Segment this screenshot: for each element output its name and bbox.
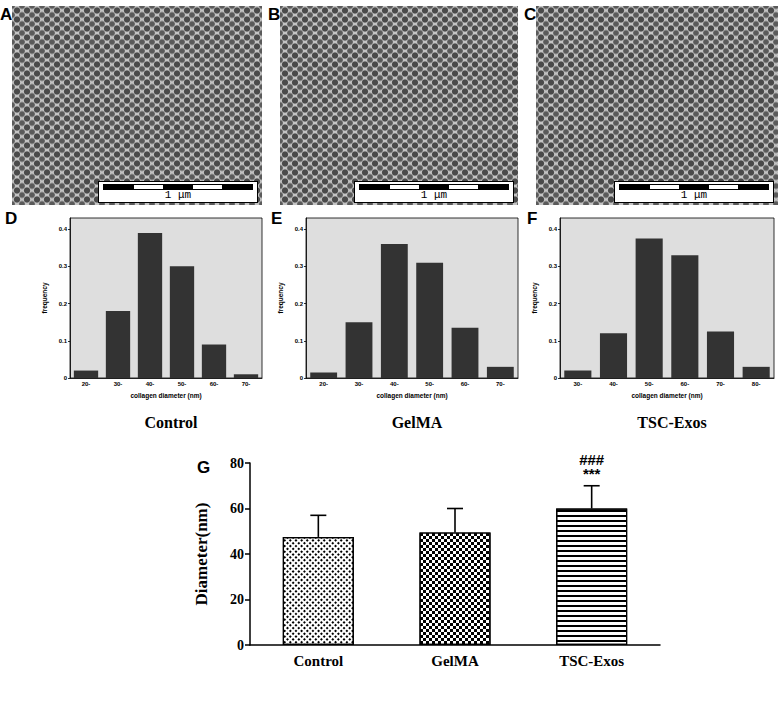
html-text:C: C bbox=[524, 5, 537, 24]
svg-text:0.4: 0.4 bbox=[59, 226, 68, 232]
svg-text:0.3: 0.3 bbox=[295, 263, 304, 269]
svg-text:0.4: 0.4 bbox=[549, 226, 558, 232]
svg-text:frequency: frequency bbox=[41, 282, 49, 313]
html-text:B: B bbox=[268, 5, 281, 24]
svg-text:Diameter(nm): Diameter(nm) bbox=[192, 503, 211, 606]
svg-text:0.2: 0.2 bbox=[295, 301, 304, 307]
svg-text:20-: 20- bbox=[82, 381, 91, 387]
svg-text:60-: 60- bbox=[461, 381, 470, 387]
svg-text:0: 0 bbox=[554, 375, 558, 381]
svg-text:Control: Control bbox=[144, 414, 198, 431]
svg-text:collagen diameter (nm): collagen diameter (nm) bbox=[130, 392, 201, 400]
svg-text:0.2: 0.2 bbox=[59, 301, 68, 307]
svg-text:80: 80 bbox=[230, 456, 244, 471]
svg-text:60-: 60- bbox=[210, 381, 219, 387]
svg-text:30-: 30- bbox=[355, 381, 364, 387]
svg-text:0.3: 0.3 bbox=[59, 263, 68, 269]
svg-text:0.1: 0.1 bbox=[59, 338, 68, 344]
svg-text:TSC-Exos: TSC-Exos bbox=[637, 414, 706, 431]
svg-text:50-: 50- bbox=[425, 381, 434, 387]
svg-text:0.1: 0.1 bbox=[549, 338, 558, 344]
svg-text:60-: 60- bbox=[680, 381, 689, 387]
svg-text:GelMA: GelMA bbox=[431, 653, 479, 669]
html-text:1 μm: 1 μm bbox=[164, 189, 192, 201]
html-text:A: A bbox=[0, 5, 13, 24]
svg-text:50-: 50- bbox=[645, 381, 654, 387]
svg-text:0.3: 0.3 bbox=[549, 263, 558, 269]
svg-text:E: E bbox=[271, 209, 282, 228]
svg-text:0: 0 bbox=[64, 375, 68, 381]
svg-text:50-: 50- bbox=[178, 381, 187, 387]
svg-text:D: D bbox=[5, 209, 17, 228]
html-text:1 μm: 1 μm bbox=[680, 189, 708, 201]
svg-text:0.2: 0.2 bbox=[549, 301, 558, 307]
svg-text:TSC-Exos: TSC-Exos bbox=[559, 653, 624, 669]
svg-text:40: 40 bbox=[230, 547, 244, 562]
svg-text:70-: 70- bbox=[716, 381, 725, 387]
svg-text:G: G bbox=[197, 458, 210, 477]
svg-text:70-: 70- bbox=[242, 381, 251, 387]
svg-text:F: F bbox=[527, 209, 537, 228]
svg-text:frequency: frequency bbox=[277, 282, 285, 313]
svg-text:***: *** bbox=[583, 465, 601, 482]
svg-text:0: 0 bbox=[300, 375, 304, 381]
svg-text:frequency: frequency bbox=[531, 282, 539, 313]
svg-text:60: 60 bbox=[230, 501, 244, 516]
svg-text:collagen diameter (nm): collagen diameter (nm) bbox=[376, 392, 447, 400]
svg-text:20-: 20- bbox=[319, 381, 328, 387]
svg-text:40-: 40- bbox=[390, 381, 399, 387]
svg-text:0: 0 bbox=[237, 638, 244, 653]
svg-text:80-: 80- bbox=[752, 381, 761, 387]
svg-text:30-: 30- bbox=[573, 381, 582, 387]
svg-text:40-: 40- bbox=[609, 381, 618, 387]
html-text:1 μm: 1 μm bbox=[420, 189, 448, 201]
svg-text:40-: 40- bbox=[146, 381, 155, 387]
svg-text:30-: 30- bbox=[114, 381, 123, 387]
svg-text:20: 20 bbox=[230, 592, 244, 607]
svg-text:70-: 70- bbox=[496, 381, 505, 387]
svg-text:GelMA: GelMA bbox=[392, 414, 443, 431]
svg-text:collagen diameter (nm): collagen diameter (nm) bbox=[631, 392, 702, 400]
svg-text:0.1: 0.1 bbox=[295, 338, 304, 344]
svg-text:Control: Control bbox=[293, 653, 343, 669]
svg-text:0.4: 0.4 bbox=[295, 226, 304, 232]
